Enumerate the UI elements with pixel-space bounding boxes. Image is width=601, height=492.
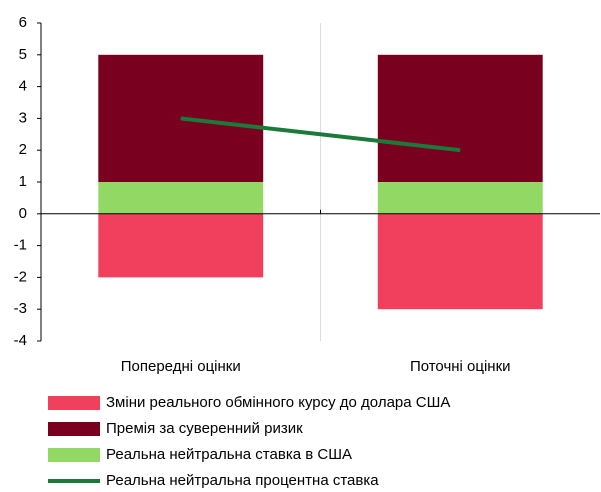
y-tick-label: 6 bbox=[19, 14, 27, 31]
x-tick-label: Поточні оцінки bbox=[410, 358, 511, 375]
y-tick-label: -1 bbox=[14, 237, 27, 254]
legend-label: Реальна нейтральна ставка в США bbox=[106, 446, 352, 463]
legend-swatch bbox=[48, 448, 100, 462]
bar-segment bbox=[98, 213, 264, 278]
y-tick-label: 3 bbox=[19, 109, 27, 126]
y-tick-label: 4 bbox=[19, 78, 27, 95]
legend-swatch bbox=[48, 422, 100, 436]
legend-swatch bbox=[48, 396, 100, 410]
y-tick-label: -4 bbox=[14, 332, 27, 349]
bar-segment bbox=[98, 54, 264, 182]
y-tick-label: 2 bbox=[19, 141, 27, 158]
bar-segment bbox=[377, 213, 543, 310]
x-tick-label: Попередні оцінки bbox=[121, 358, 241, 375]
y-tick-label: 0 bbox=[19, 205, 27, 222]
bar-segment bbox=[377, 54, 543, 182]
bar-segment bbox=[98, 182, 264, 214]
bar-segment bbox=[377, 182, 543, 214]
y-tick-label: -3 bbox=[14, 300, 27, 317]
line-series bbox=[180, 116, 461, 153]
legend-label: Премія за суверенний ризик bbox=[106, 420, 303, 437]
legend-label: Реальна нейтральна процентна ставка bbox=[106, 472, 379, 489]
y-tick-label: 1 bbox=[19, 173, 27, 190]
y-tick-label: -2 bbox=[14, 268, 27, 285]
y-tick-label: 5 bbox=[19, 46, 27, 63]
legend-label: Зміни реального обмінного курсу до долар… bbox=[106, 394, 450, 411]
